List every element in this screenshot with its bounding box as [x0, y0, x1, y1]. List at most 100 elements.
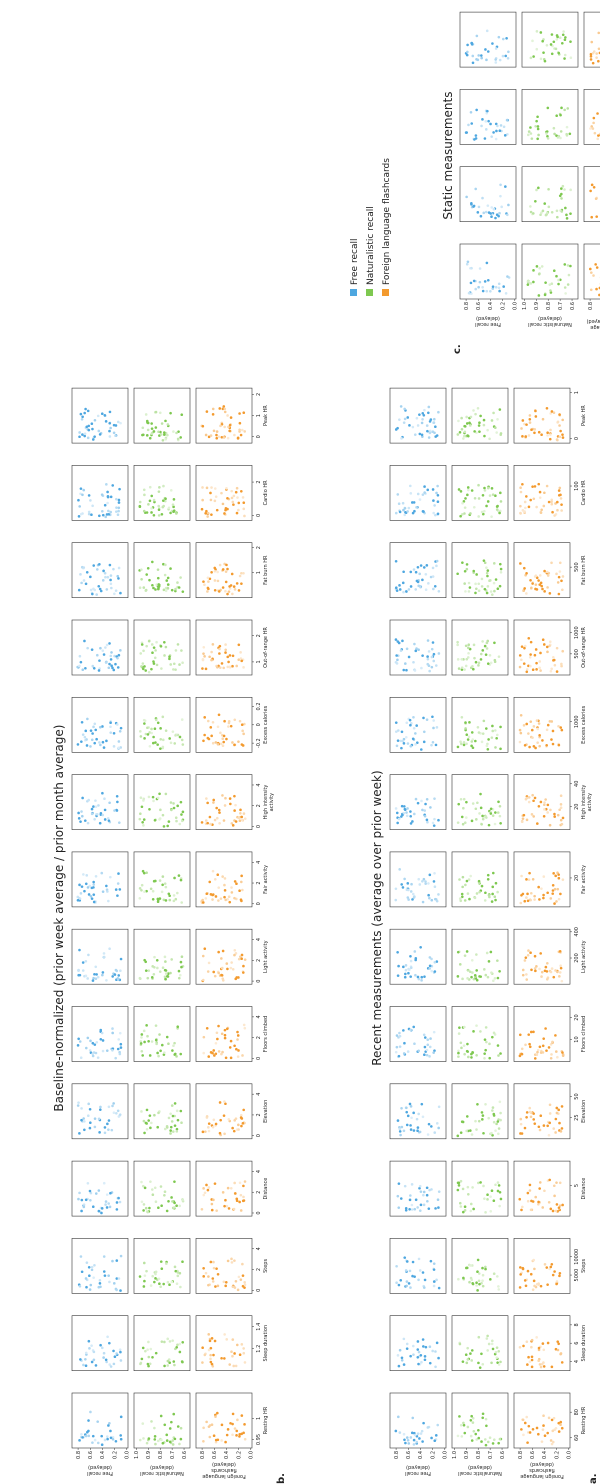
data-point [429, 575, 433, 579]
data-point [166, 433, 169, 437]
data-point [558, 194, 562, 198]
plot-a-1-4 [451, 1083, 509, 1140]
data-point [460, 416, 463, 420]
data-point [229, 724, 233, 728]
data-point [238, 1200, 241, 1204]
data-point [204, 897, 208, 900]
data-point [565, 125, 569, 129]
plot-frame [389, 1392, 447, 1449]
data-point [210, 1208, 214, 1212]
data-point [77, 817, 81, 820]
data-point [469, 1209, 473, 1213]
data-point [498, 1437, 502, 1441]
data-point [201, 898, 204, 902]
data-point [394, 586, 398, 590]
data-point [492, 1272, 496, 1276]
data-point [554, 502, 557, 505]
data-point [549, 289, 552, 292]
row-label-delayed: (delayed) [150, 1464, 174, 1470]
plot-frame [451, 1238, 509, 1294]
data-point [223, 1204, 226, 1208]
y-tick-label: 0.0 [249, 1451, 255, 1459]
data-point [140, 577, 143, 581]
data-point [559, 803, 563, 806]
data-point [418, 1437, 421, 1440]
data-point [425, 1048, 429, 1052]
data-point [204, 1130, 207, 1133]
data-point [461, 1120, 465, 1124]
data-point [550, 502, 554, 506]
data-point [216, 1284, 220, 1288]
data-point [532, 1112, 535, 1115]
data-point [145, 419, 149, 423]
data-point [460, 1435, 464, 1438]
data-point [94, 1364, 98, 1367]
data-point [431, 1349, 434, 1353]
plot-frame [451, 542, 509, 599]
data-point [546, 434, 549, 437]
data-point [530, 1355, 534, 1359]
data-point [79, 1255, 83, 1258]
data-point [494, 47, 498, 50]
data-point [394, 660, 398, 664]
data-point [179, 1052, 183, 1056]
plot-b-1-2 [133, 1238, 191, 1294]
data-point [164, 972, 168, 975]
data-point [472, 1207, 475, 1211]
data-point [145, 1024, 148, 1027]
data-point [240, 571, 243, 575]
data-point [425, 1193, 429, 1197]
data-point [92, 666, 96, 670]
x-tick-label: 4 [256, 783, 262, 786]
data-point [409, 744, 413, 748]
data-point [433, 960, 437, 964]
data-point [239, 808, 242, 812]
data-point [545, 130, 549, 133]
data-point [218, 644, 222, 648]
data-point [462, 437, 465, 440]
data-point [433, 885, 437, 888]
data-point [159, 644, 163, 648]
data-point [153, 1435, 157, 1438]
data-point [227, 425, 230, 429]
data-point [526, 899, 530, 903]
data-point [101, 740, 105, 744]
data-point [225, 563, 228, 567]
data-point [422, 1345, 425, 1348]
data-point [216, 1411, 219, 1415]
data-point [223, 895, 226, 899]
data-point [521, 968, 525, 972]
data-point [209, 1353, 212, 1357]
y-tick-label: 0.2 [430, 1451, 436, 1459]
data-point [162, 588, 166, 592]
data-point [167, 506, 171, 510]
data-point [488, 494, 492, 497]
data-point [541, 739, 544, 742]
data-point [497, 655, 501, 658]
data-point [432, 1030, 436, 1034]
data-point [230, 1261, 234, 1264]
data-point [234, 1279, 238, 1283]
data-point [82, 1117, 85, 1120]
data-point [478, 1282, 481, 1286]
data-point [518, 665, 522, 669]
legend-swatch [382, 289, 389, 296]
data-point [518, 1345, 522, 1349]
data-point [483, 280, 487, 283]
data-point [82, 873, 85, 876]
data-point [104, 661, 108, 664]
data-point [531, 485, 534, 488]
data-point [473, 974, 477, 977]
data-point [428, 1188, 431, 1192]
data-point [560, 979, 564, 983]
plot-b-2-12: 02 Cardio HR [195, 465, 269, 521]
data-point [158, 486, 161, 489]
data-point [557, 575, 561, 579]
data-point [223, 1033, 227, 1037]
data-point [178, 735, 182, 739]
data-point [466, 977, 469, 980]
data-point [209, 434, 213, 437]
data-point [118, 1113, 122, 1116]
data-point [116, 1047, 120, 1051]
